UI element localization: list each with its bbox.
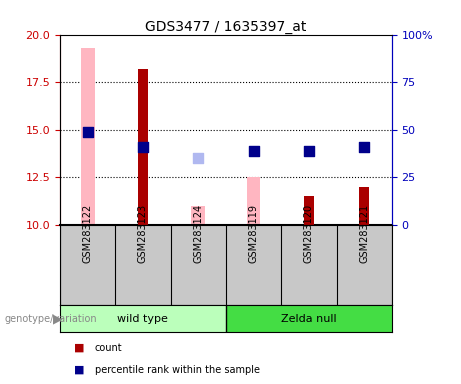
Text: GSM283123: GSM283123 — [138, 204, 148, 263]
Bar — [247, 177, 260, 225]
Title: GDS3477 / 1635397_at: GDS3477 / 1635397_at — [145, 20, 307, 33]
Text: wild type: wild type — [118, 314, 168, 324]
Point — [305, 148, 313, 154]
Text: ▶: ▶ — [53, 312, 63, 325]
Bar — [304, 196, 314, 225]
Text: Zelda null: Zelda null — [281, 314, 337, 324]
Point — [195, 155, 202, 161]
Point — [361, 144, 368, 150]
Bar — [359, 187, 369, 225]
Text: GSM283119: GSM283119 — [248, 204, 259, 263]
Text: count: count — [95, 343, 122, 353]
Text: GSM283122: GSM283122 — [83, 204, 93, 263]
Text: percentile rank within the sample: percentile rank within the sample — [95, 365, 260, 375]
Text: GSM283121: GSM283121 — [359, 204, 369, 263]
Point — [250, 147, 257, 154]
Text: GSM283124: GSM283124 — [193, 204, 203, 263]
Text: ■: ■ — [74, 343, 84, 353]
Text: ■: ■ — [74, 365, 84, 375]
Point — [84, 128, 91, 134]
Bar — [226, 305, 392, 332]
Bar — [60, 305, 226, 332]
Bar — [81, 48, 95, 225]
Bar — [138, 69, 148, 225]
Text: GSM283120: GSM283120 — [304, 204, 314, 263]
Text: genotype/variation: genotype/variation — [5, 314, 97, 324]
Point — [139, 144, 147, 150]
Bar — [191, 206, 205, 225]
